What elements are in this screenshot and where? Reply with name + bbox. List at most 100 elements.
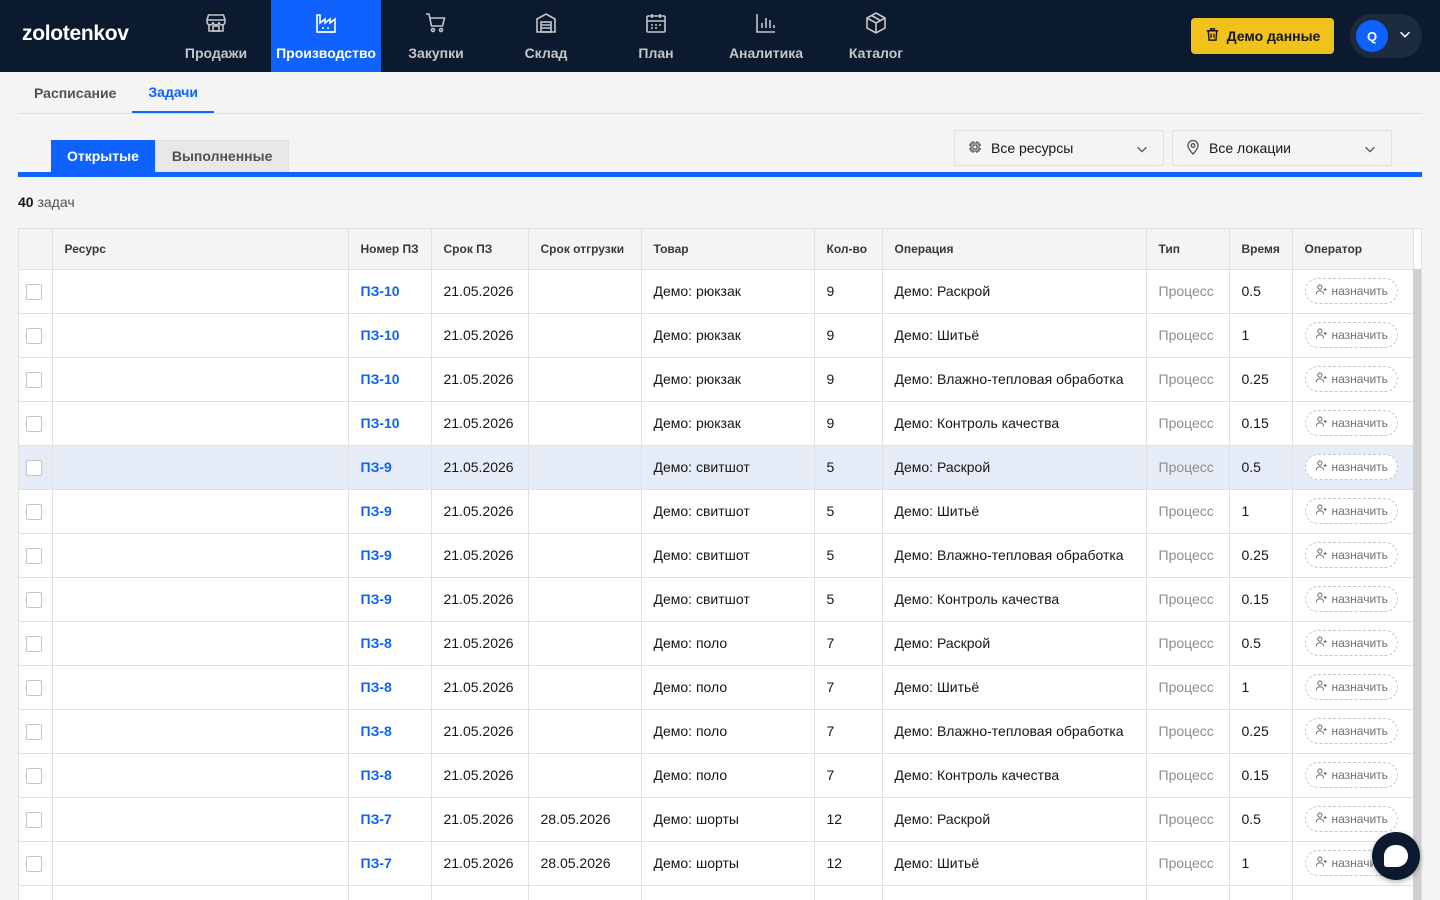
warehouse-icon (534, 11, 558, 40)
nav-item-plan[interactable]: План (601, 0, 711, 72)
row-checkbox[interactable] (26, 371, 42, 388)
column-header-quantity[interactable]: Кол-во (814, 229, 883, 270)
pz-number-cell[interactable]: ПЗ-9 (348, 489, 432, 534)
pz-number-cell[interactable]: ПЗ-9 (348, 445, 432, 490)
assign-operator-button[interactable]: назначить (1304, 322, 1398, 348)
operation-cell: Демо: Влажно-тепловая обработка (882, 533, 1147, 578)
row-checkbox[interactable] (26, 327, 42, 344)
tab-completed[interactable]: Выполненные (154, 140, 290, 172)
assign-operator-button[interactable]: назначить (1304, 586, 1398, 612)
table-row[interactable]: ПЗ-9 21.05.2026 Демо: свитшот 5 Демо: Влажно… (19, 533, 1414, 578)
nav-item-purchases[interactable]: Закупки (381, 0, 491, 72)
pz-number-cell[interactable]: ПЗ-10 (348, 357, 432, 402)
pz-number-cell[interactable]: ПЗ-8 (348, 665, 432, 710)
resource-filter-dropdown[interactable]: Все ресурсы (954, 130, 1164, 166)
table-scrollbar[interactable] (1413, 269, 1421, 900)
pz-number-cell[interactable]: ПЗ-10 (348, 313, 432, 358)
tab-tasks[interactable]: Задачи (132, 72, 215, 113)
pz-number-cell[interactable] (348, 885, 432, 900)
column-header-product[interactable]: Товар (641, 229, 815, 270)
nav-item-warehouse[interactable]: Склад (491, 0, 601, 72)
column-header-operator[interactable]: Оператор (1292, 229, 1414, 270)
demo-data-button[interactable]: Демо данные (1191, 18, 1334, 54)
row-checkbox[interactable] (26, 415, 42, 432)
table-row[interactable]: ПЗ-8 21.05.2026 Демо: поло 7 Демо: Влажно-те… (19, 709, 1414, 754)
pz-number-cell[interactable]: ПЗ-7 (348, 841, 432, 886)
app-logo[interactable]: zolotenkov (22, 22, 129, 45)
time-cell: 1 (1229, 841, 1293, 886)
pz-number-cell[interactable]: ПЗ-8 (348, 753, 432, 798)
nav-item-catalog[interactable]: Каталог (821, 0, 931, 72)
assign-operator-button[interactable]: назначить (1304, 806, 1398, 832)
status-tabs: Открытые Выполненные (51, 140, 290, 172)
nav-item-label: Производство (276, 45, 376, 61)
assign-operator-button[interactable]: назначить (1304, 762, 1398, 788)
row-checkbox[interactable] (26, 283, 42, 300)
table-row[interactable]: ПЗ-10 21.05.2026 Демо: рюкзак 9 Демо: Раскро… (19, 269, 1414, 314)
column-header-pz-number[interactable]: Номер ПЗ (348, 229, 432, 270)
pz-number-cell[interactable]: ПЗ-8 (348, 709, 432, 754)
assign-operator-button[interactable]: назначить (1304, 498, 1398, 524)
pz-number-cell[interactable]: ПЗ-8 (348, 621, 432, 666)
nav-item-production[interactable]: Производство (271, 0, 381, 72)
pz-number-cell[interactable]: ПЗ-7 (348, 797, 432, 842)
table-row[interactable]: ПЗ-10 21.05.2026 Демо: рюкзак 9 Демо: Влажно… (19, 357, 1414, 402)
operation-cell: Демо: Раскрой (882, 621, 1147, 666)
column-header-time[interactable]: Время (1229, 229, 1293, 270)
table-row[interactable]: ПЗ-8 21.05.2026 Демо: поло 7 Демо: Контроль … (19, 753, 1414, 798)
table-row[interactable]: ПЗ-7 21.05.2026 28.05.2026 Демо: шорты 12 Дем… (19, 841, 1414, 886)
assign-operator-button[interactable]: назначить (1304, 278, 1398, 304)
assign-operator-button[interactable]: назначить (1304, 366, 1398, 392)
row-checkbox[interactable] (26, 723, 42, 740)
pz-number-cell[interactable]: ПЗ-9 (348, 577, 432, 622)
column-header-resource[interactable]: Ресурс (52, 229, 349, 270)
row-checkbox[interactable] (26, 547, 42, 564)
operation-cell: Демо: Шитьё (882, 841, 1147, 886)
table-row[interactable]: ПЗ-9 21.05.2026 Демо: свитшот 5 Демо: Раскро… (19, 445, 1414, 490)
row-checkbox[interactable] (26, 679, 42, 696)
chat-button[interactable] (1372, 832, 1420, 880)
time-cell: 1 (1229, 665, 1293, 710)
quantity-cell (814, 885, 883, 900)
assign-operator-button[interactable]: назначить (1304, 718, 1398, 744)
table-row[interactable]: ПЗ-9 21.05.2026 Демо: свитшот 5 Демо: Шитьё П… (19, 489, 1414, 534)
column-header-pz-due[interactable]: Срок ПЗ (431, 229, 529, 270)
operation-cell: Демо: Раскрой (882, 797, 1147, 842)
type-cell: Процесс (1146, 313, 1230, 358)
table-row[interactable]: ПЗ-8 21.05.2026 Демо: поло 7 Демо: Раскрой Пр… (19, 621, 1414, 666)
table-row[interactable]: ПЗ-7 21.05.2026 28.05.2026 Демо: шорты 12 Дем… (19, 797, 1414, 842)
ship-due-cell (528, 357, 642, 402)
assign-operator-button[interactable]: назначить (1304, 630, 1398, 656)
row-checkbox[interactable] (26, 855, 42, 872)
table-row[interactable] (19, 885, 1414, 900)
table-row[interactable]: ПЗ-10 21.05.2026 Демо: рюкзак 9 Демо: Контро… (19, 401, 1414, 446)
assign-operator-button[interactable]: назначить (1304, 410, 1398, 436)
tab-schedule[interactable]: Расписание (34, 84, 117, 101)
tab-open[interactable]: Открытые (51, 140, 155, 172)
pz-number-cell[interactable]: ПЗ-10 (348, 269, 432, 314)
column-header-type[interactable]: Тип (1146, 229, 1230, 270)
pz-number-cell[interactable]: ПЗ-9 (348, 533, 432, 578)
row-checkbox[interactable] (26, 811, 42, 828)
nav-item-analytics[interactable]: Аналитика (711, 0, 821, 72)
assign-operator-button[interactable]: назначить (1304, 542, 1398, 568)
resource-cell (52, 445, 349, 490)
table-row[interactable]: ПЗ-10 21.05.2026 Демо: рюкзак 9 Демо: Шитьё П… (19, 313, 1414, 358)
column-header-ship-due[interactable]: Срок отгрузки (528, 229, 642, 270)
table-row[interactable]: ПЗ-8 21.05.2026 Демо: поло 7 Демо: Шитьё Проц… (19, 665, 1414, 710)
table-row[interactable]: ПЗ-9 21.05.2026 Демо: свитшот 5 Демо: Контро… (19, 577, 1414, 622)
time-cell: 1 (1229, 313, 1293, 358)
location-filter-dropdown[interactable]: Все локации (1172, 130, 1392, 166)
row-checkbox[interactable] (26, 767, 42, 784)
user-menu[interactable]: Q (1350, 14, 1422, 58)
assign-operator-button[interactable]: назначить (1304, 674, 1398, 700)
assign-operator-button[interactable]: назначить (1304, 454, 1398, 480)
row-checkbox[interactable] (26, 591, 42, 608)
nav-item-sales[interactable]: Продажи (161, 0, 271, 72)
column-header-operation[interactable]: Операция (882, 229, 1147, 270)
row-checkbox[interactable] (26, 635, 42, 652)
row-checkbox[interactable] (26, 503, 42, 520)
row-checkbox[interactable] (26, 459, 42, 476)
pz-number-cell[interactable]: ПЗ-10 (348, 401, 432, 446)
task-count-label: задач (37, 194, 75, 210)
